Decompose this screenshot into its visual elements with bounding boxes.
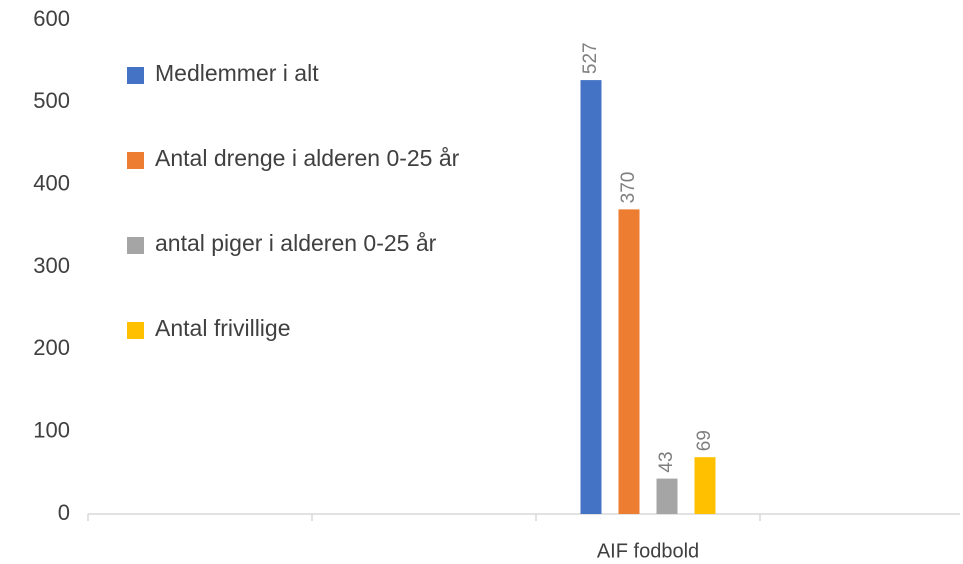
legend-swatch [127,237,144,254]
y-tick-label: 400 [33,170,70,195]
bar [618,209,640,514]
legend-swatch [127,152,144,169]
y-tick-label: 600 [33,6,70,31]
legend-swatch [127,67,144,84]
y-tick-label: 200 [33,335,70,360]
legend-label: Antal frivillige [155,315,291,341]
data-label: 370 [618,172,639,204]
bar [580,80,602,514]
data-label: 43 [656,451,677,472]
bar [656,478,678,514]
y-tick-label: 100 [33,417,70,442]
y-tick-label: 0 [58,500,70,525]
y-tick-label: 300 [33,253,70,278]
bar [694,457,716,514]
legend-label: Medlemmer i alt [155,60,319,86]
legend-label: antal piger i alderen 0-25 år [155,230,437,256]
legend-label: Antal drenge i alderen 0-25 år [155,145,460,171]
x-tick-label: AIF fodbold [597,540,699,562]
legend-swatch [127,322,144,339]
y-tick-label: 500 [33,88,70,113]
data-label: 527 [580,42,601,74]
data-label: 69 [694,430,715,451]
